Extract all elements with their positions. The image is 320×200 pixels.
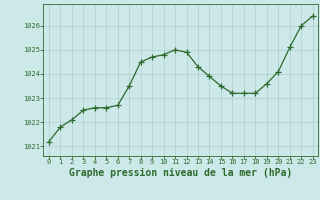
X-axis label: Graphe pression niveau de la mer (hPa): Graphe pression niveau de la mer (hPa) xyxy=(69,168,292,178)
